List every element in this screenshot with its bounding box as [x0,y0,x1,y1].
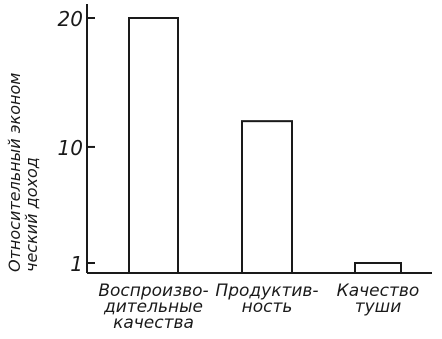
category-label: Качество туши [337,281,420,317]
y-tick-label: 10 [58,136,83,160]
category-labels: Воспроизво-дительные качестваПродуктив-но… [98,281,419,333]
y-ticks: 1 10 20 [58,7,95,276]
bar [241,120,293,274]
y-axis-title: Относительный экономческий доход [5,73,41,272]
bars [128,17,402,274]
category-label: Воспроизво-дительные качества [98,281,208,333]
y-tick-label: 20 [58,7,83,31]
y-axis-label: Относительный экономческий доход [5,73,41,272]
bar [354,262,402,274]
y-tick-label: 1 [70,252,83,276]
bar [128,17,179,274]
category-label: Продуктив-ность [215,281,318,317]
